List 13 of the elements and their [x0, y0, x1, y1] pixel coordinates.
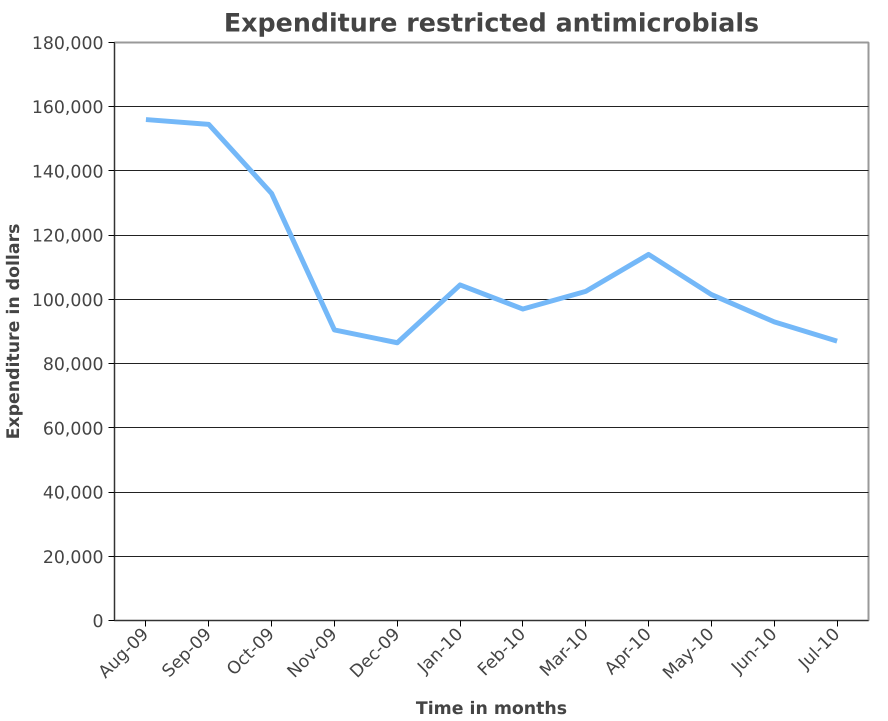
y-tick-label: 40,000 [42, 484, 104, 504]
y-tick-label: 0 [92, 612, 104, 632]
y-tick-label: 20,000 [42, 548, 104, 568]
y-axis-title: Expenditure in dollars [4, 224, 24, 440]
y-tick-label: 120,000 [32, 226, 104, 247]
chart-title: Expenditure restricted antimicrobials [224, 8, 760, 38]
y-tick-label: 160,000 [32, 98, 104, 118]
y-tick-label: 140,000 [32, 162, 104, 182]
x-axis-title: Time in months [416, 698, 568, 719]
y-tick-label: 60,000 [42, 419, 104, 440]
y-tick-label: 80,000 [42, 355, 104, 376]
y-tick-label: 180,000 [32, 34, 104, 54]
y-tick-label: 100,000 [32, 290, 104, 311]
